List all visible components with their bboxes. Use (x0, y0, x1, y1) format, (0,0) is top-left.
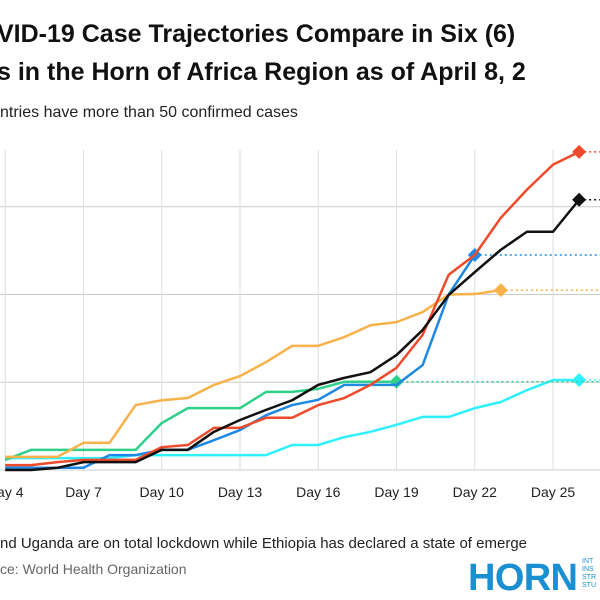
x-tick-label: Day 22 (453, 484, 498, 500)
logo: HORN (468, 557, 578, 599)
series-line (5, 254, 476, 470)
end-marker (572, 192, 587, 207)
end-marker (572, 373, 587, 388)
source: ce: World Health Organization (0, 561, 187, 577)
x-tick-label: Day 7 (65, 484, 102, 500)
subtitle: ntries have more than 50 confirmed cases (0, 104, 298, 121)
series-line (5, 198, 581, 472)
x-tick-label: Day 4 (0, 484, 24, 500)
x-tick-label: Day 25 (531, 484, 576, 500)
x-tick-label: Day 13 (218, 484, 263, 500)
x-tick-label: Day 10 (140, 484, 185, 500)
series-line (4, 380, 397, 462)
logo-side: STU (582, 582, 596, 589)
logo-side: STR (582, 574, 596, 581)
series-line (5, 288, 502, 459)
end-marker (493, 283, 508, 298)
x-tick-label: Day 16 (296, 484, 341, 500)
logo-side: INT (582, 558, 594, 565)
end-marker (572, 144, 587, 159)
logo-side: INS (582, 566, 594, 573)
x-tick-label: Day 19 (374, 484, 419, 500)
note: nd Uganda are on total lockdown while Et… (0, 535, 527, 552)
series-line (5, 150, 580, 467)
title-line: VID-19 Case Trajectories Compare in Six … (0, 20, 515, 48)
title-line: s in the Horn of Africa Region as of Apr… (0, 58, 526, 86)
